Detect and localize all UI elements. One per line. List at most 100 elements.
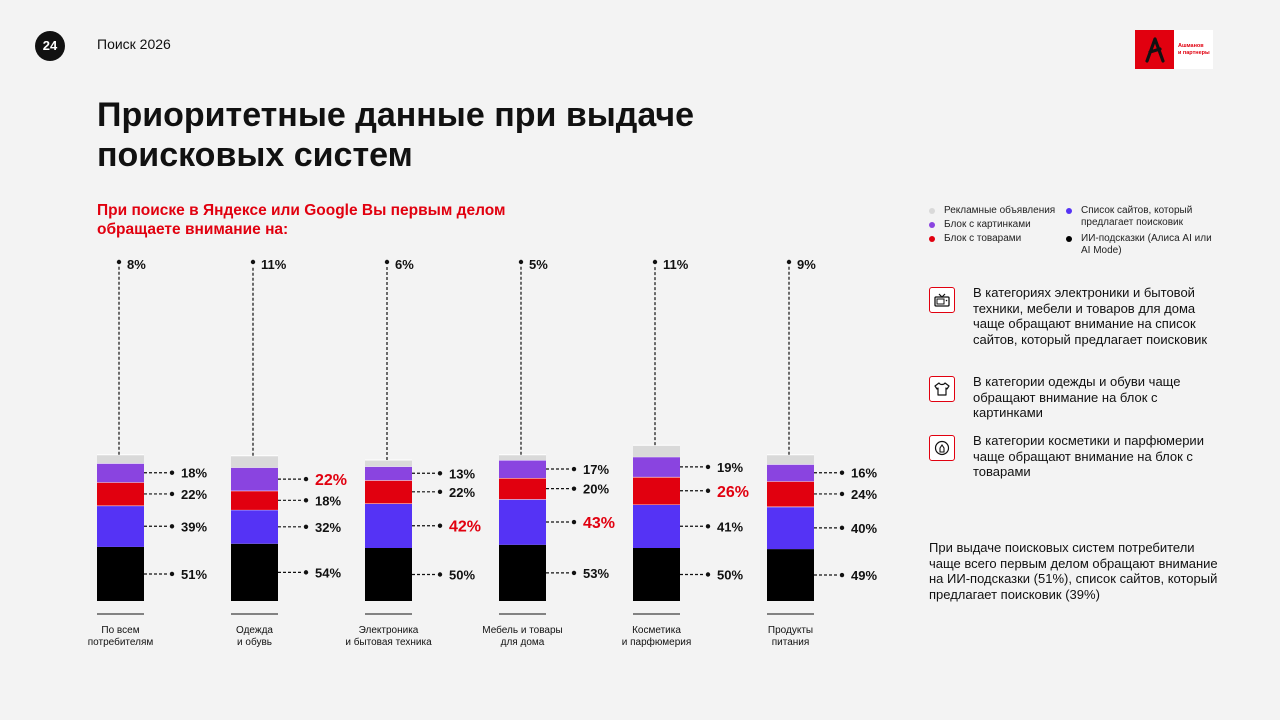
bar-segment-ai: [365, 548, 412, 601]
company-logo: Ашманов и партнеры: [1135, 30, 1213, 69]
bar-segment-ads: [97, 454, 144, 464]
leader-dot: [169, 470, 175, 475]
insight-text: В категории косметики и парфюмерии чаще …: [973, 433, 1204, 479]
bar-segment-products: [231, 490, 278, 510]
leader-dot: [786, 259, 792, 265]
legend-item-sites: Список сайтов, который предлагает поиско…: [1066, 205, 1215, 229]
category-label: По всем потребителям: [88, 625, 154, 648]
data-label-ai: 50%: [717, 568, 743, 583]
legend-swatch: [1066, 208, 1072, 214]
data-label-ads: 11%: [261, 257, 287, 272]
page-title: Приоритетные данные при выдаче поисковых…: [97, 96, 695, 174]
bar-segment-sites: [633, 504, 680, 548]
legend-label: Рекламные объявления: [944, 205, 1056, 216]
insight-clothing: В категории одежды и обуви чаще обращают…: [929, 374, 1229, 421]
insight-electronics: В категориях электроники и бытовой техни…: [929, 285, 1229, 347]
data-label-highlight: 22%: [315, 472, 347, 489]
tv-icon: [929, 287, 955, 313]
stacked-bar-chart: 51% 39% 22% 18% 8% По всем потребителям 54% 32% 1…: [88, 257, 878, 648]
bar-segment-sites: [767, 506, 814, 550]
legend-label: Блок с товарами: [944, 233, 1022, 244]
leader-dot: [437, 489, 443, 495]
data-label-highlight: 42%: [449, 519, 481, 536]
leader-dot: [839, 470, 845, 475]
data-label-ai: 54%: [315, 565, 341, 580]
leader-dot: [652, 259, 658, 265]
leader-dot: [705, 572, 711, 577]
bar-segment-products: [767, 481, 814, 507]
insight-cosmetics: В категории косметики и парфюмерии чаще …: [929, 433, 1229, 480]
bar-segment-images: [365, 466, 412, 481]
leader-dot: [437, 572, 443, 577]
data-label-ai: 49%: [851, 568, 877, 583]
legend-swatch: [1066, 236, 1072, 242]
data-label-products: 18%: [315, 493, 341, 508]
insight-text: В категориях электроники и бытовой техни…: [973, 285, 1208, 347]
data-label-ads: 11%: [663, 257, 689, 272]
chart-subtitle: При поиске в Яндексе или Google Вы первы…: [97, 202, 506, 238]
category-label: Мебель и товары для дома: [482, 624, 562, 648]
legend-label: ИИ-подсказки (Алиса AI или AI Mode): [1081, 233, 1212, 256]
logo-a-icon: [1135, 30, 1174, 69]
leader-dot: [705, 464, 711, 470]
bar-segment-ai: [97, 546, 144, 601]
data-label-products: 22%: [181, 487, 207, 502]
data-label-ai: 53%: [583, 566, 609, 581]
leader-dot: [518, 259, 524, 265]
summary-text: При выдаче поисковых систем потребители …: [929, 540, 1218, 602]
legend-item-ai: ИИ-подсказки (Алиса AI или AI Mode): [1066, 233, 1215, 257]
category-label: Одежда и обувь: [236, 625, 273, 648]
data-label-ads: 8%: [127, 257, 146, 272]
bar-segment-sites: [231, 509, 278, 544]
cosmetics-icon: [929, 435, 955, 461]
bar-segment-images: [97, 463, 144, 483]
data-label-sites: 40%: [851, 521, 877, 536]
data-label-highlight: 26%: [717, 484, 749, 501]
leader-dot: [839, 491, 845, 497]
bar-segment-ads: [365, 460, 412, 467]
leader-dot: [169, 524, 175, 529]
bar-segment-products: [365, 480, 412, 504]
bar-segment-ai: [231, 543, 278, 601]
category-label: Косметика и парфюмерия: [622, 625, 692, 648]
leader-dot: [437, 471, 443, 476]
data-label-ads: 9%: [797, 257, 816, 272]
logo-text-line2: и партнеры: [1178, 50, 1210, 56]
leader-dot: [303, 570, 309, 575]
data-label-products: 24%: [851, 487, 877, 502]
leader-dot: [250, 259, 256, 265]
bar-segment-products: [97, 482, 144, 506]
bar-segment-ads: [633, 445, 680, 457]
legend-swatch: [929, 208, 935, 214]
bar-segment-images: [633, 456, 680, 477]
data-label-ai: 51%: [181, 567, 207, 582]
data-label-images: 17%: [583, 462, 609, 477]
bar-segment-ai: [499, 544, 546, 601]
data-label-images: 18%: [181, 466, 207, 481]
data-label-sites: 32%: [315, 520, 341, 535]
data-label-products: 22%: [449, 485, 475, 500]
leader-dot: [384, 259, 390, 265]
leader-dot: [839, 525, 845, 531]
bar-segment-images: [499, 460, 546, 478]
section-name: Поиск 2026: [97, 36, 171, 52]
leader-dot: [116, 259, 122, 265]
leader-dot: [303, 476, 309, 482]
bar-segment-ads: [231, 455, 278, 468]
bar-segment-ai: [633, 548, 680, 601]
bar-segment-sites: [365, 503, 412, 548]
data-label-ai: 50%: [449, 568, 475, 583]
bar-segment-ads: [499, 454, 546, 460]
page-number-badge: 24: [35, 31, 65, 61]
legend-label: Список сайтов, который предлагает поиско…: [1081, 205, 1193, 228]
category-label: Продукты питания: [768, 625, 813, 648]
leader-dot: [169, 571, 175, 577]
bar-segment-sites: [499, 499, 546, 545]
legend-item-ads: Рекламные объявления: [929, 205, 1078, 217]
data-label-images: 13%: [449, 466, 475, 481]
leader-dot: [303, 498, 309, 503]
bar-segment-images: [231, 467, 278, 491]
leader-dot: [303, 524, 309, 529]
leader-dot: [705, 488, 711, 493]
leader-dot: [571, 466, 577, 472]
